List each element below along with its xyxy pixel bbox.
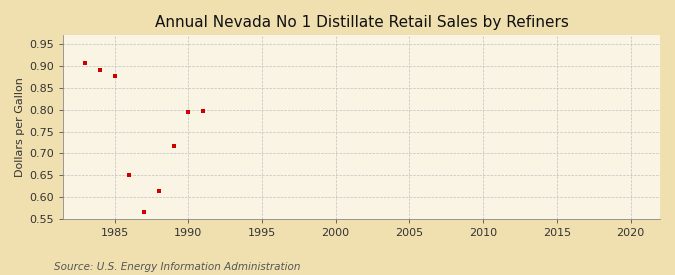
Point: [168, 144, 179, 148]
Point: [95, 68, 105, 72]
Text: Source: U.S. Energy Information Administration: Source: U.S. Energy Information Administ…: [54, 262, 300, 272]
Title: Annual Nevada No 1 Distillate Retail Sales by Refiners: Annual Nevada No 1 Distillate Retail Sal…: [155, 15, 568, 30]
Point: [183, 110, 194, 114]
Point: [198, 109, 209, 113]
Point: [80, 61, 90, 65]
Point: [109, 74, 120, 78]
Y-axis label: Dollars per Gallon: Dollars per Gallon: [15, 77, 25, 177]
Point: [124, 173, 135, 177]
Point: [138, 210, 149, 214]
Point: [153, 189, 164, 194]
